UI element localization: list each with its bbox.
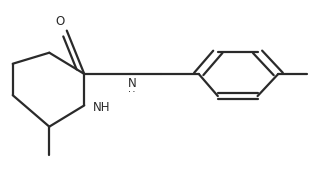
Text: N: N [128, 77, 136, 90]
Text: H: H [128, 84, 136, 94]
Text: NH: NH [93, 101, 111, 114]
Text: O: O [55, 15, 65, 28]
